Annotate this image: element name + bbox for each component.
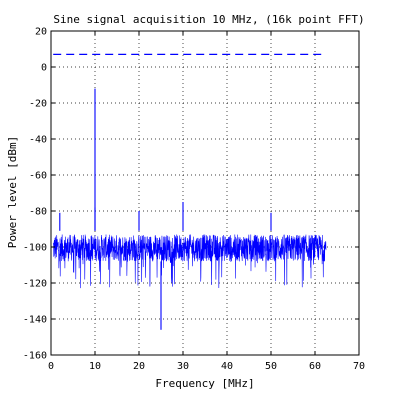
x-tick-label: 30 (177, 361, 189, 372)
x-tick-label: 10 (89, 361, 101, 372)
x-tick-label: 60 (309, 361, 321, 372)
grid (51, 31, 359, 355)
tick-layer: 0 10 20 30 40 50 60 70 20 0 -20 -40 -60 -80 -100 -120 -1… (23, 27, 365, 373)
y-tick-label: -120 (23, 279, 47, 290)
y-tick-label: 0 (41, 63, 47, 74)
series-layer (52, 53, 327, 330)
y-tick-label: -80 (29, 207, 47, 218)
y-tick-label: -40 (29, 135, 47, 146)
y-tick-label: -160 (23, 351, 47, 362)
y-tick-label: 20 (35, 27, 47, 38)
y-tick-label: -140 (23, 315, 47, 326)
y-tick-label: -20 (29, 99, 47, 110)
y-axis-label: Power level [dBm] (6, 136, 19, 249)
spectrum-noise-floor (52, 234, 327, 289)
x-tick-label: 50 (265, 361, 277, 372)
chart-title: Sine signal acquisition 10 MHz, (16k poi… (53, 13, 364, 26)
x-tick-label: 0 (48, 361, 54, 372)
x-tick-label: 40 (221, 361, 233, 372)
plot-frame (50, 30, 360, 356)
x-tick-label: 70 (353, 361, 365, 372)
y-tick-label: -100 (23, 243, 47, 254)
y-tick-label: -60 (29, 171, 47, 182)
x-axis-label: Frequency [MHz] (155, 377, 254, 390)
x-tick-label: 20 (133, 361, 145, 372)
